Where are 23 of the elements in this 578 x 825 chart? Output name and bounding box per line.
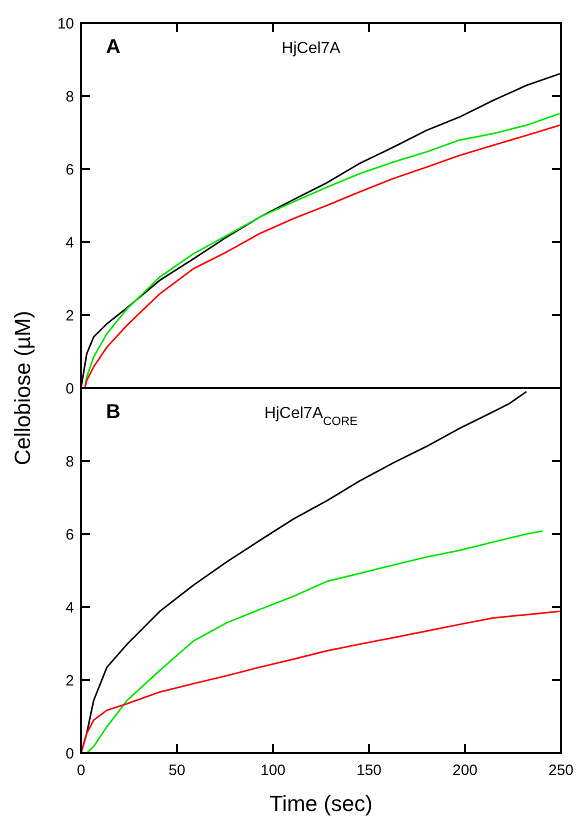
- x-axis-title: Time (sec): [269, 791, 373, 816]
- text: HjCel7A: [282, 40, 341, 57]
- y-tick-label: 8: [66, 88, 74, 106]
- annotation: B: [106, 401, 120, 423]
- x-tick-label: 150: [356, 762, 382, 779]
- y-tick-label: 10: [57, 15, 74, 32]
- x-tick-label: 200: [452, 762, 478, 779]
- y-tick-label: 6: [66, 161, 74, 178]
- y-tick-label: 2: [66, 307, 74, 324]
- y-tick-label: 0: [66, 745, 74, 762]
- y-axis-title: Cellobiose (µM): [10, 310, 35, 466]
- x-tick-label: 50: [168, 762, 186, 779]
- text: HjCel7A$_{CORE}$: [264, 405, 358, 428]
- y-tick-label: 4: [66, 599, 74, 616]
- y-tick-label: 6: [66, 526, 74, 544]
- y-tick-label: 2: [66, 672, 74, 690]
- y-tick-label: 8: [66, 453, 74, 470]
- x-tick-label: 250: [548, 762, 574, 779]
- y-tick-label: 4: [66, 234, 74, 252]
- y-tick-label: 0: [66, 380, 74, 398]
- x-tick-label: 0: [76, 762, 86, 779]
- x-tick-label: 100: [260, 762, 286, 779]
- annotation: A: [106, 36, 120, 58]
